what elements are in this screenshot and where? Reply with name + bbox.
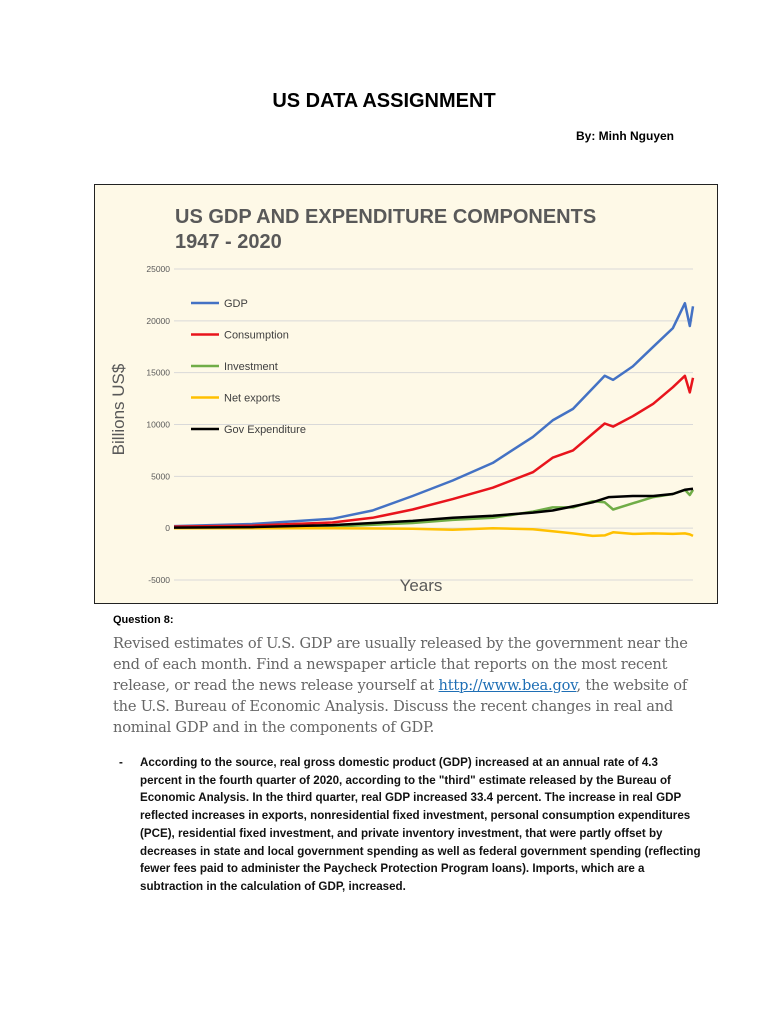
- series-line-consumption: [173, 374, 695, 528]
- legend-label: GDP: [224, 298, 248, 310]
- legend-label: Investment: [224, 361, 278, 373]
- chart-svg: US GDP AND EXPENDITURE COMPONENTS 1947 - …: [109, 206, 695, 595]
- bullet-dash: -: [119, 756, 123, 769]
- series-line-net-exports: [174, 526, 694, 538]
- document-title: US DATA ASSIGNMENT: [272, 90, 496, 112]
- gdp-chart: US GDP AND EXPENDITURE COMPONENTS 1947 - …: [94, 184, 718, 604]
- y-tick-label: -5000: [148, 575, 170, 585]
- y-tick-label: 15000: [146, 368, 170, 378]
- series-line-investment: [173, 488, 695, 530]
- y-tick-label: 0: [165, 523, 170, 533]
- question-prompt: Revised estimates of U.S. GDP are usuall…: [113, 633, 713, 738]
- x-axis-label: Years: [400, 576, 443, 595]
- series-line-gov-expenditure: [173, 487, 694, 529]
- legend-label: Net exports: [224, 393, 281, 405]
- y-tick-label: 25000: [146, 264, 170, 274]
- y-tick-label: 20000: [146, 316, 170, 326]
- chart-title-line2: 1947 - 2020: [175, 231, 282, 253]
- y-tick-label: 5000: [151, 471, 170, 481]
- bea-link[interactable]: http://www.bea.gov: [438, 677, 577, 694]
- author-line: By: Minh Nguyen: [576, 129, 674, 143]
- chart-title: US GDP AND EXPENDITURE COMPONENTS: [175, 206, 596, 228]
- y-tick-label: 10000: [146, 420, 170, 430]
- prompt-text-end: , the website of the U.S. Bureau of Econ…: [113, 677, 688, 736]
- prompt-text: Revised estimates of U.S. GDP are usuall…: [113, 635, 688, 694]
- series-line-gdp: [173, 301, 695, 528]
- y-axis-label: Billions US$: [109, 363, 128, 455]
- answer-bullet-item: - According to the source, real gross do…: [119, 754, 701, 896]
- legend-label: Gov Expenditure: [224, 424, 306, 436]
- legend-label: Consumption: [224, 330, 289, 342]
- answer-text: According to the source, real gross dome…: [140, 756, 701, 893]
- question-label: Question 8:: [113, 614, 174, 626]
